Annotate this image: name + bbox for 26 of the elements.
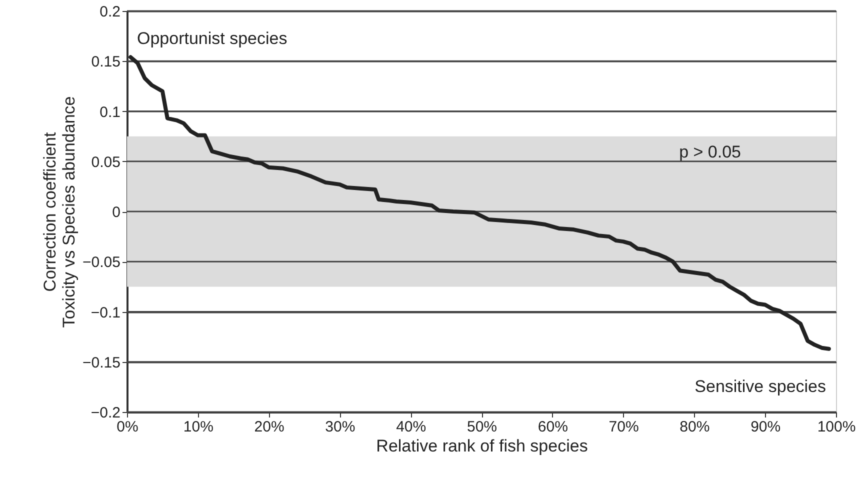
x-tick-label: 70% — [608, 418, 639, 436]
x-tick-label: 100% — [817, 418, 856, 436]
annotation: Sensitive species — [694, 377, 826, 396]
y-tick-label: 0.05 — [91, 154, 120, 171]
line-series — [128, 55, 831, 351]
y-tick-label: −0.15 — [82, 354, 120, 372]
x-tick-label: 0% — [116, 418, 138, 436]
x-tick-label: 90% — [750, 418, 781, 436]
y-tick-label: −0.2 — [90, 404, 120, 422]
y-tick-label: 0.2 — [100, 4, 120, 20]
band-label: p > 0.05 — [679, 142, 741, 162]
x-tick-label: 60% — [538, 418, 568, 436]
y-tick-label: −0.05 — [82, 254, 120, 272]
annotation: Opportunist species — [137, 29, 288, 48]
y-tick-label: 0.1 — [100, 104, 120, 121]
x-tick-label: 20% — [254, 418, 284, 436]
x-axis-title: Relative rank of fish species — [376, 436, 588, 456]
x-tick-label: 50% — [466, 418, 498, 436]
x-tick-label: 80% — [680, 418, 710, 436]
y-tick-label: 0.15 — [91, 54, 120, 71]
x-tick-label: 10% — [183, 418, 214, 436]
x-tick-label: 40% — [396, 418, 426, 436]
y-tick-label: −0.1 — [90, 304, 120, 322]
x-tick-label: 30% — [325, 418, 356, 436]
y-tick-label: 0 — [112, 204, 120, 221]
y-axis-title: Correction coefficient Toxicity vs Species abundance — [40, 96, 79, 328]
